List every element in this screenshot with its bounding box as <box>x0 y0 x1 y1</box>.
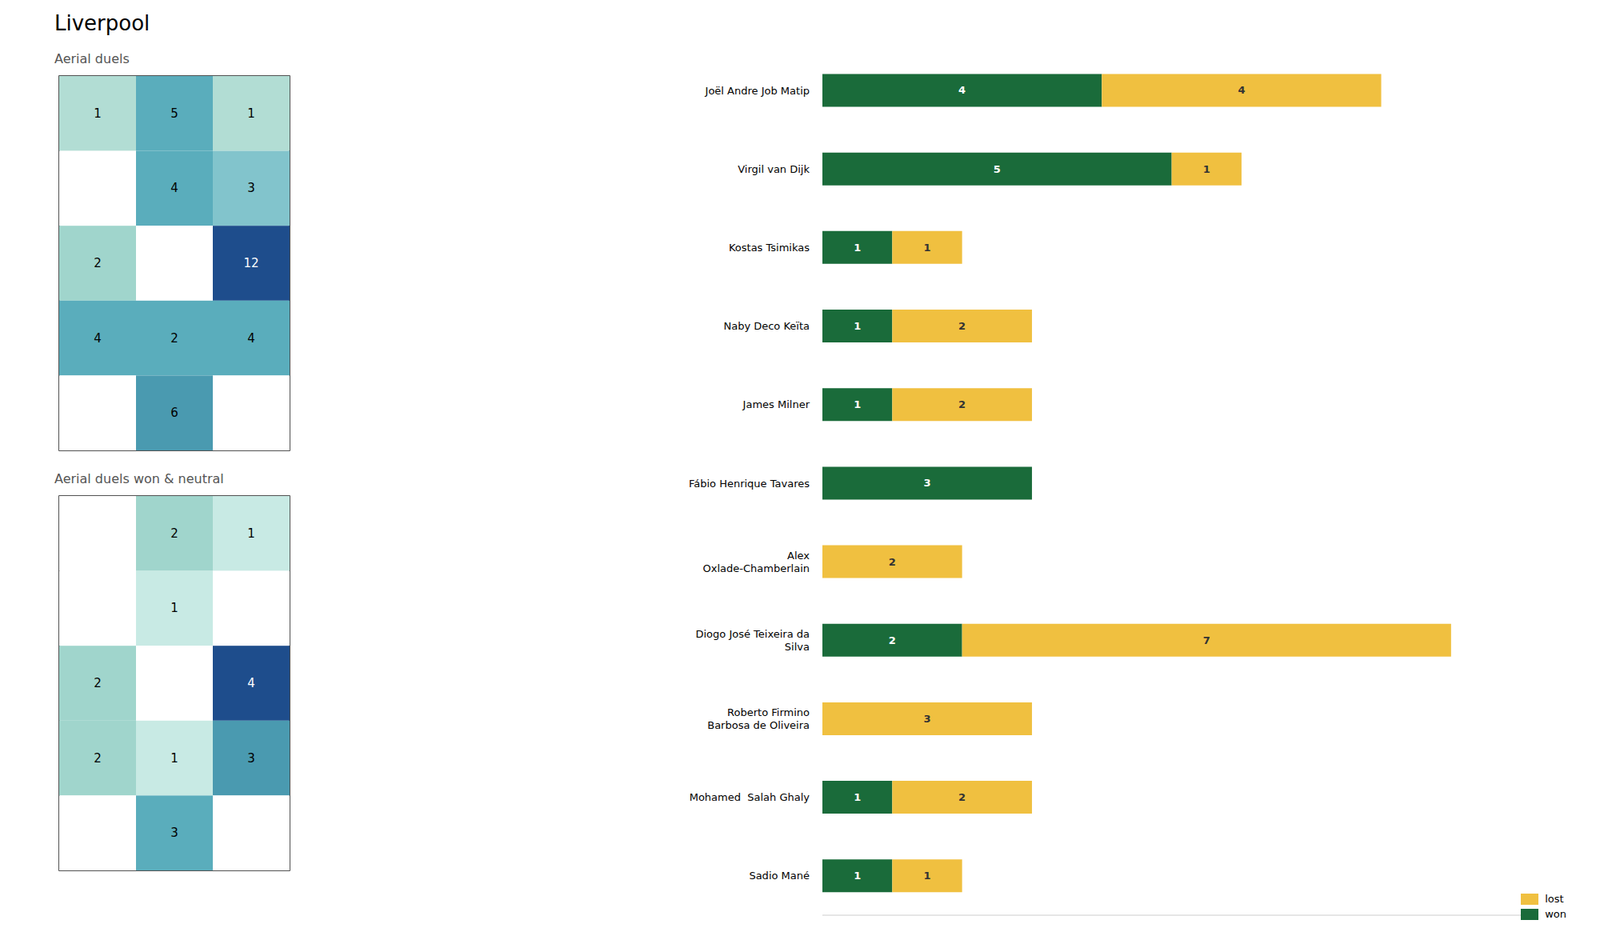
svg-text:3: 3 <box>247 751 256 766</box>
html-text:Aerial duels: Aerial duels <box>54 51 130 67</box>
svg-text:Mohamed Salah Ghaly: Mohamed Salah Ghaly <box>689 791 811 804</box>
svg-text:2: 2 <box>93 256 102 271</box>
html-text:Liverpool: Liverpool <box>54 11 150 36</box>
svg-text:6: 6 <box>170 405 179 420</box>
html-text:won: won <box>1544 908 1567 920</box>
svg-text:2: 2 <box>958 398 966 411</box>
svg-text:1: 1 <box>1203 163 1211 176</box>
svg-text:1: 1 <box>853 241 861 254</box>
svg-text:1: 1 <box>853 869 861 882</box>
svg-text:7: 7 <box>1203 634 1211 647</box>
svg-text:Joël Andre Job Matip: Joël Andre Job Matip <box>704 84 810 97</box>
svg-text:1: 1 <box>247 106 256 121</box>
svg-text:4: 4 <box>247 331 256 346</box>
svg-text:1: 1 <box>247 526 256 541</box>
html-text:Aerial duels won & neutral: Aerial duels won & neutral <box>54 471 224 487</box>
svg-text:2: 2 <box>93 676 102 691</box>
svg-text:2: 2 <box>170 331 179 346</box>
svg-text:2: 2 <box>170 526 179 541</box>
svg-text:2: 2 <box>888 556 896 568</box>
svg-text:4: 4 <box>170 180 179 196</box>
svg-text:Roberto FirminoBarbosa de Oliv: Roberto FirminoBarbosa de Oliveira <box>707 706 810 732</box>
svg-text:AlexOxlade-Chamberlain: AlexOxlade-Chamberlain <box>703 549 811 575</box>
svg-text:3: 3 <box>247 180 256 196</box>
svg-text:1: 1 <box>853 398 861 411</box>
svg-text:2: 2 <box>888 634 896 647</box>
svg-text:2: 2 <box>958 320 966 332</box>
svg-text:1: 1 <box>853 791 861 804</box>
svg-text:James Milner: James Milner <box>742 398 811 411</box>
svg-text:1: 1 <box>93 106 102 121</box>
svg-text:Virgil van Dijk: Virgil van Dijk <box>737 163 810 176</box>
svg-text:5: 5 <box>993 163 1001 176</box>
svg-text:2: 2 <box>958 791 966 804</box>
svg-text:2: 2 <box>93 751 102 766</box>
svg-text:1: 1 <box>923 869 931 882</box>
html-text:lost: lost <box>1544 892 1564 905</box>
svg-text:4: 4 <box>958 84 966 96</box>
svg-text:5: 5 <box>170 106 179 121</box>
svg-text:1: 1 <box>170 600 179 616</box>
svg-text:3: 3 <box>170 825 179 840</box>
svg-text:3: 3 <box>923 712 931 725</box>
svg-text:4: 4 <box>1237 84 1245 96</box>
svg-text:Diogo José Teixeira daSilva: Diogo José Teixeira daSilva <box>695 628 810 653</box>
svg-text:4: 4 <box>93 331 102 346</box>
svg-text:Kostas Tsimikas: Kostas Tsimikas <box>728 241 810 254</box>
svg-text:1: 1 <box>923 241 931 254</box>
svg-text:12: 12 <box>243 256 259 271</box>
svg-text:1: 1 <box>170 751 179 766</box>
svg-text:Sadio Mané: Sadio Mané <box>748 869 810 882</box>
svg-text:1: 1 <box>853 320 861 332</box>
svg-text:Naby Deco Keïta: Naby Deco Keïta <box>723 320 810 332</box>
svg-text:Fábio Henrique Tavares: Fábio Henrique Tavares <box>688 477 810 490</box>
svg-text:3: 3 <box>923 476 931 489</box>
svg-text:4: 4 <box>247 676 256 691</box>
